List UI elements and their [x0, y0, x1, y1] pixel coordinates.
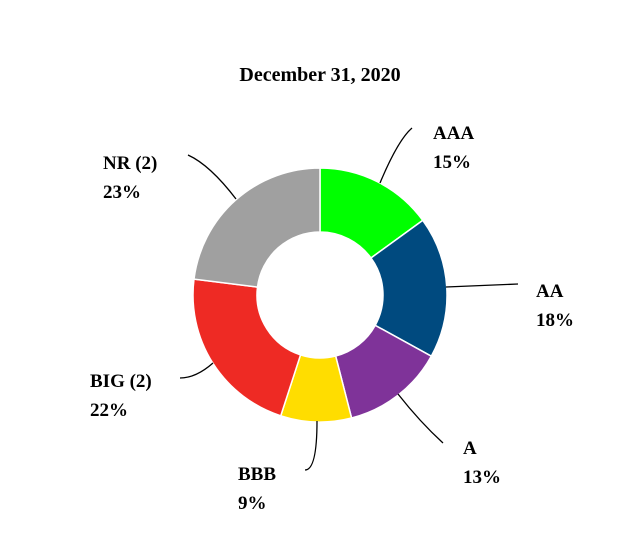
leader-line-aaa — [379, 127, 413, 184]
slice-aa — [369, 219, 448, 358]
label-value-aa: 18% — [536, 310, 574, 331]
leader-lines-group — [179, 127, 519, 471]
label-name-aaa: AAA — [433, 123, 474, 144]
label-value-nr-2: 23% — [103, 182, 141, 203]
label-value-bbb: 9% — [238, 493, 267, 514]
leader-line-a — [397, 393, 444, 444]
slice-big-2 — [192, 278, 302, 417]
label-name-bbb: BBB — [238, 464, 276, 485]
labels-group: AAA 15% AA 18% A 13% BBB 9% BIG (2) 22% NR (2) 23% — [90, 123, 574, 514]
label-name-a: A — [463, 438, 477, 459]
slice-nr-2 — [193, 167, 321, 288]
label-name-nr-2: NR (2) — [103, 153, 157, 174]
leader-line-nr-2 — [187, 154, 237, 200]
slices-group — [192, 167, 448, 423]
leader-line-bbb — [304, 420, 318, 471]
leader-line-aa — [445, 283, 519, 288]
chart-title: December 31, 2020 — [239, 64, 400, 86]
label-value-aaa: 15% — [433, 152, 471, 173]
leader-line-big-2 — [179, 362, 214, 379]
label-name-aa: AA — [536, 281, 564, 302]
label-value-a: 13% — [463, 467, 501, 488]
label-name-big-2: BIG (2) — [90, 371, 152, 392]
label-value-big-2: 22% — [90, 400, 128, 421]
